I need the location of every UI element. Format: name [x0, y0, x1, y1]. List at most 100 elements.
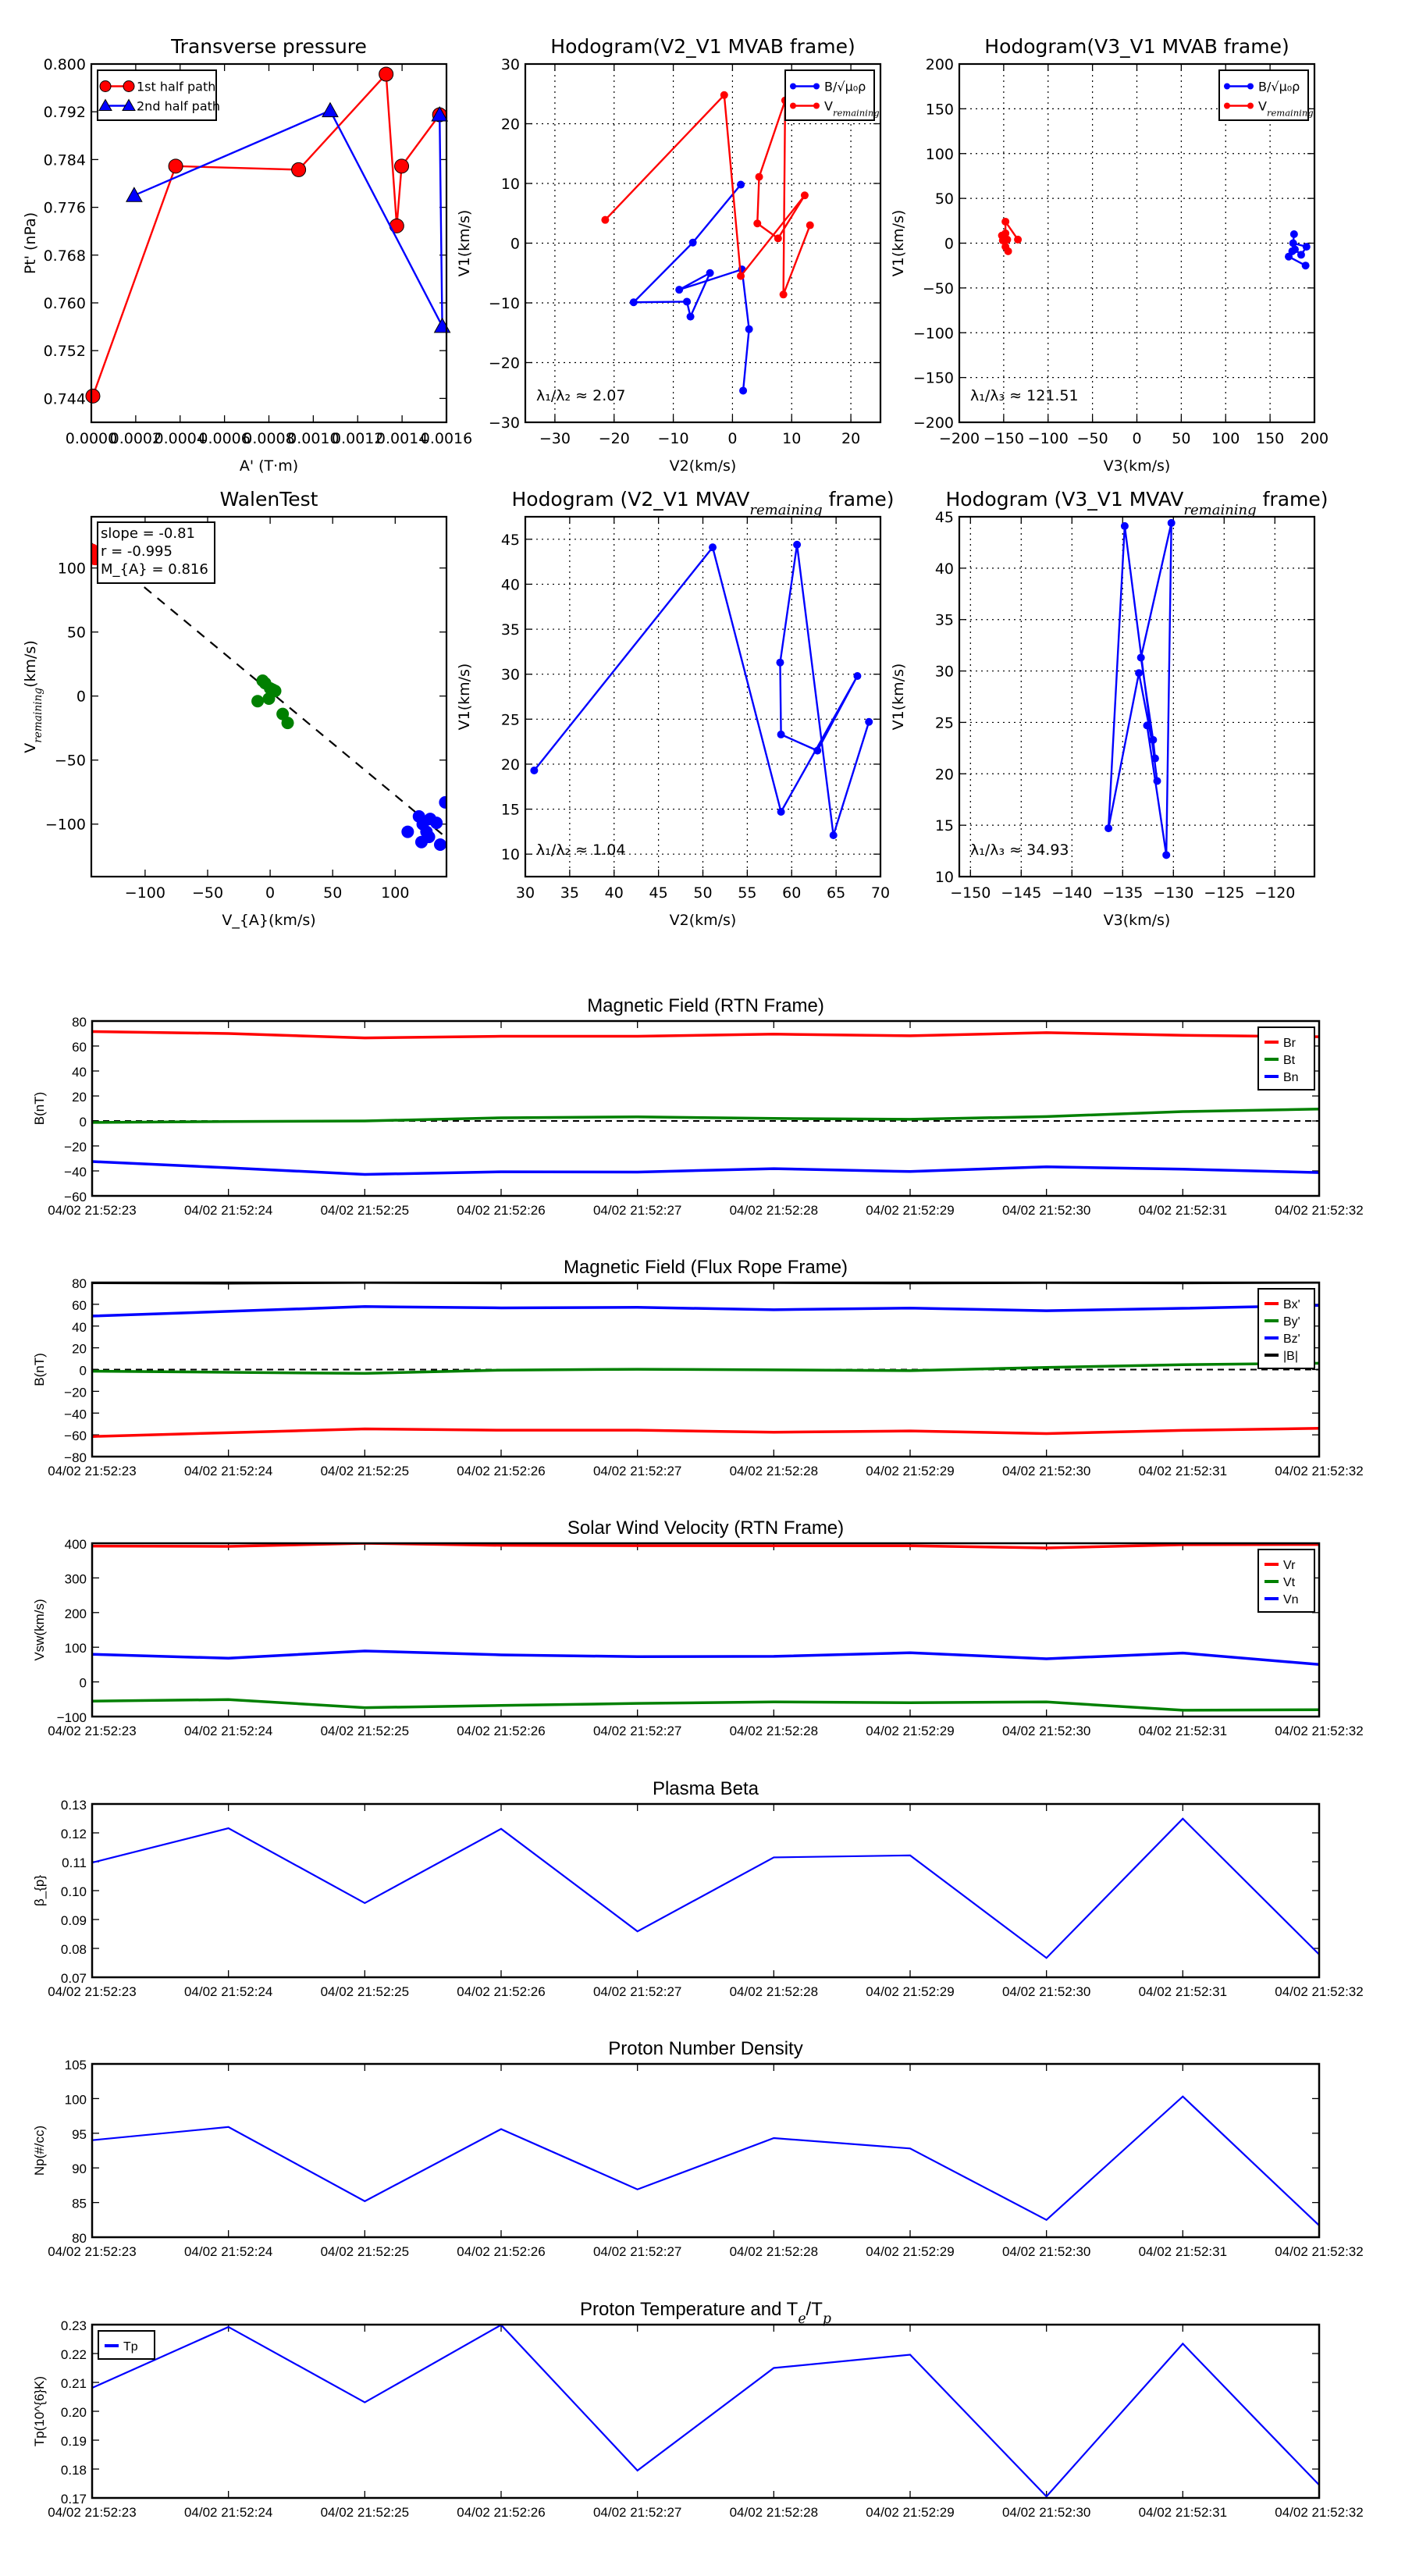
legend-label: By' [1283, 1315, 1300, 1329]
x-tick-label: 04/02 21:52:25 [321, 1724, 409, 1738]
x-tick-label: 40 [605, 884, 624, 902]
legend-label: Br [1283, 1037, 1297, 1050]
y-tick-label: −150 [913, 370, 954, 387]
y-tick-label: 20 [935, 766, 954, 783]
data-point [1167, 518, 1176, 527]
series-line-0 [92, 1030, 1319, 1040]
legend-label: B/√μ₀ρ [824, 80, 866, 94]
x-tick-label: 04/02 21:52:32 [1275, 2505, 1363, 2520]
plot-frame [90, 62, 448, 424]
series-line-1 [604, 93, 811, 295]
chart-proton-temperature: Proton Temperature and Te/Tp 04/02 21:52:… [32, 2299, 1364, 2520]
data-point [755, 173, 763, 181]
y-tick-label: 0.800 [44, 56, 86, 73]
legend-box [97, 69, 217, 121]
data-point [379, 66, 394, 82]
x-tick-label: 0.0000 [66, 430, 117, 447]
data-point [779, 290, 788, 299]
x-tick-label: −30 [539, 430, 571, 447]
y-axis-label: V1(km/s) [890, 210, 907, 277]
y-tick-label: 15 [935, 817, 954, 834]
chart-title: Hodogram (V2_V1 MVAVremaining frame) [511, 488, 894, 518]
data-point [1151, 754, 1159, 763]
chart-transverse-pressure: Transverse pressure0.00000.00020.00040.0… [22, 35, 472, 475]
x-tick-label: 0.0014 [376, 430, 428, 447]
y-tick-label: 100 [65, 2092, 87, 2107]
x-tick-label: 04/02 21:52:30 [1002, 2244, 1090, 2259]
data-point [1297, 251, 1305, 259]
legend: Tp [98, 2330, 155, 2360]
y-tick-label: 50 [67, 624, 86, 642]
chart-velocity-rtn: Solar Wind Velocity (RTN Frame) 04/02 21:… [32, 1517, 1364, 1738]
x-tick-label: 50 [323, 884, 342, 902]
y-tick-label: −20 [64, 1385, 87, 1400]
data-point [686, 312, 695, 321]
x-tick-label: 04/02 21:52:27 [593, 2505, 681, 2520]
data-point [774, 234, 782, 243]
data-point [800, 191, 809, 200]
y-tick-label: 300 [65, 1571, 87, 1586]
x-tick-label: 04/02 21:52:24 [184, 1464, 272, 1478]
y-tick-label: 400 [65, 1537, 87, 1552]
x-tick-label: 04/02 21:52:30 [1002, 2505, 1090, 2520]
x-tick-label: 04/02 21:52:25 [321, 2244, 409, 2259]
data-point [813, 746, 822, 755]
x-tick-label: 04/02 21:52:30 [1002, 1203, 1090, 1218]
y-tick-label: 100 [926, 146, 954, 163]
x-tick-label: 04/02 21:52:24 [184, 1984, 272, 1999]
x-tick-label: −145 [1001, 884, 1041, 902]
y-tick-label: 150 [926, 101, 954, 118]
legend: B/√μ₀ρ Vremaining [1218, 69, 1314, 121]
x-tick-label: 45 [649, 884, 668, 902]
x-axis-label: V3(km/s) [1104, 457, 1171, 475]
y-tick-label: −50 [55, 753, 86, 770]
x-tick-label: −120 [1254, 884, 1295, 902]
plot-frame [958, 515, 1316, 878]
legend: B/√μ₀ρ Vremaining [784, 69, 880, 121]
y-tick-label: −100 [57, 1710, 87, 1725]
plot-frame [90, 515, 448, 878]
chart-proton-density: Proton Number Density 04/02 21:52:23 04/02… [32, 2038, 1364, 2259]
data-point [745, 325, 753, 333]
y-tick-label: −40 [64, 1407, 87, 1421]
x-tick-label: −130 [1153, 884, 1193, 902]
legend-label: Bn [1283, 1071, 1299, 1084]
x-tick-label: 04/02 21:52:24 [184, 2505, 272, 2520]
x-tick-label: −150 [984, 430, 1024, 447]
chart-title: Hodogram(V3_V1 MVAB frame) [984, 35, 1289, 58]
legend-label: Tp [123, 2340, 138, 2354]
y-tick-label: 0.784 [44, 151, 86, 169]
y-tick-label: 25 [935, 714, 954, 731]
x-tick-label: 04/02 21:52:31 [1139, 2244, 1227, 2259]
y-tick-label: 30 [935, 664, 954, 681]
data-point [266, 683, 279, 696]
x-tick-label: 0.0006 [198, 430, 250, 447]
series-line-2 [92, 1649, 1319, 1667]
y-tick-label: 45 [935, 509, 954, 526]
x-tick-label: 200 [1300, 430, 1329, 447]
x-tick-label: 04/02 21:52:28 [730, 2505, 818, 2520]
plot-frame [524, 62, 882, 424]
x-tick-label: 04/02 21:52:32 [1275, 1984, 1363, 1999]
x-axis-label: A' (T·m) [240, 457, 298, 475]
data-point [1135, 669, 1144, 678]
data-point [1162, 851, 1171, 859]
x-tick-label: 04/02 21:52:25 [321, 1984, 409, 1999]
x-tick-label: 04/02 21:52:30 [1002, 1724, 1090, 1738]
data-point [829, 831, 838, 839]
data-point [168, 158, 183, 174]
y-tick-label: 0 [510, 236, 520, 253]
data-point [1001, 217, 1010, 226]
y-tick-label: 10 [935, 869, 954, 886]
x-tick-label: 65 [827, 884, 845, 902]
data-point [401, 825, 414, 838]
data-point [1136, 653, 1145, 662]
y-tick-label: 80 [72, 2231, 87, 2246]
y-tick-label: 100 [65, 1641, 87, 1656]
y-tick-label: 80 [72, 1015, 87, 1030]
chart-title: Magnetic Field (RTN Frame) [587, 995, 824, 1016]
y-tick-label: −20 [64, 1140, 87, 1155]
series-line-0 [92, 1543, 1319, 1550]
y-tick-label: 0.19 [61, 2434, 87, 2449]
legend-label: Vt [1283, 1576, 1296, 1589]
